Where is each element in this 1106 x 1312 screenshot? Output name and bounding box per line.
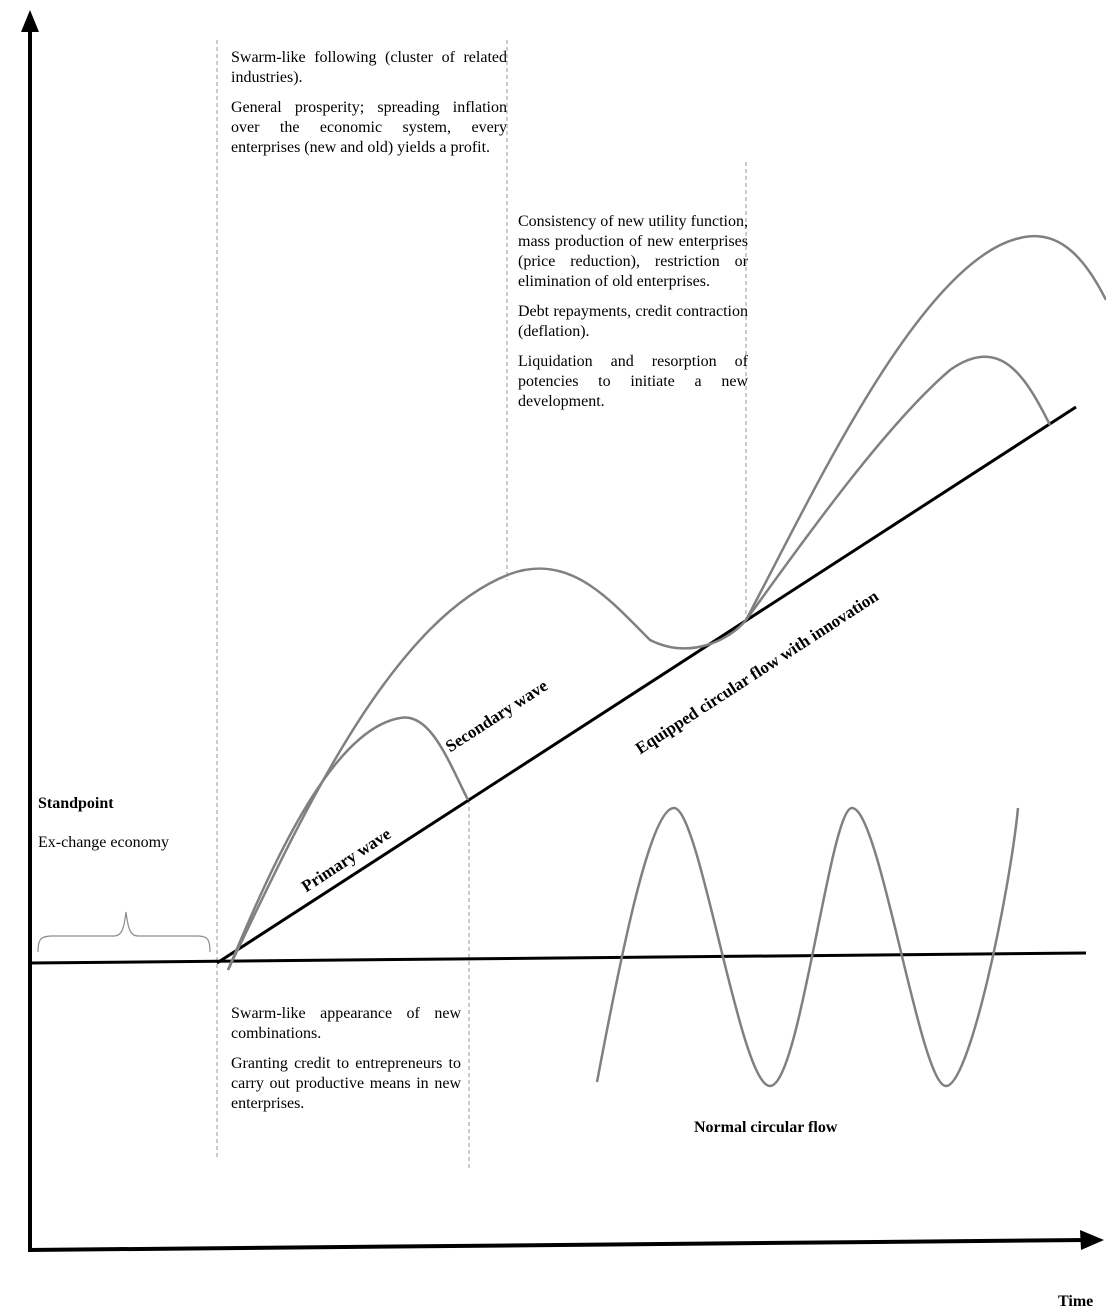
y-axis-arrowhead <box>21 10 39 32</box>
swarm-following-text: Swarm-like following (cluster of related… <box>231 49 507 86</box>
exchange-economy-text: Ex-change economy <box>38 834 170 851</box>
primary-wave-curve <box>226 716 470 971</box>
granting-credit-text: Granting credit to entrepreneurs to carr… <box>231 1055 461 1112</box>
standpoint-brace <box>37 911 211 953</box>
secondary-wave-curve <box>226 567 747 971</box>
swarm-appearance-text: Swarm-like appearance of new combination… <box>231 1005 461 1042</box>
normal-flow-oscillation <box>595 806 1020 1088</box>
general-prosperity-text: General prosperity; spreading inflation … <box>231 99 507 156</box>
x-axis <box>27 1238 1087 1252</box>
second-secondary-wave-curve <box>744 235 1106 621</box>
standpoint-heading: Standpoint <box>38 795 114 812</box>
bottom-annotation: Swarm-like appearance of new combination… <box>231 1004 461 1124</box>
trend-line <box>216 405 1077 965</box>
consistency-text: Consistency of new utility function, mas… <box>518 213 748 290</box>
x-axis-arrowhead <box>1080 1230 1104 1250</box>
top-annotation: Swarm-like following (cluster of related… <box>231 48 507 168</box>
middle-annotation: Consistency of new utility function, mas… <box>518 212 748 422</box>
normal-flow-label: Normal circular flow <box>694 1119 838 1136</box>
debt-text: Debt repayments, credit contraction (def… <box>518 303 748 340</box>
second-primary-wave-curve <box>744 355 1052 621</box>
x-axis-label: Time <box>1058 1293 1094 1310</box>
baseline-flow-line <box>29 951 1087 965</box>
liquidation-text: Liquidation and resorption of potencies … <box>518 353 748 410</box>
